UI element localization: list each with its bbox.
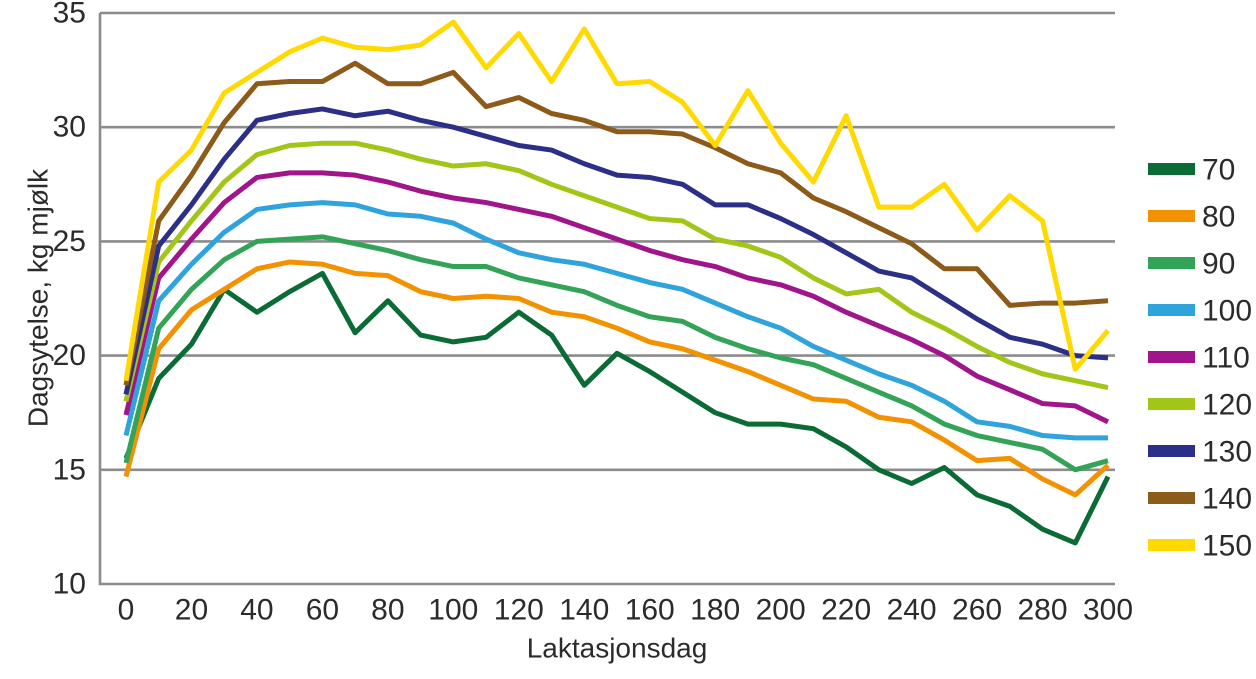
legend-swatch-140 xyxy=(1148,492,1195,504)
x-tick-0: 0 xyxy=(118,594,135,627)
legend-label-80: 80 xyxy=(1202,201,1235,234)
series-line-70 xyxy=(123,270,1111,546)
x-tick-80: 80 xyxy=(371,594,404,627)
x-tick-160: 160 xyxy=(625,594,675,627)
x-tick-120: 120 xyxy=(494,594,544,627)
legend-swatch-80 xyxy=(1148,210,1195,222)
series-line-80 xyxy=(123,259,1110,498)
y-tick-labels: 35 30 25 20 15 10 xyxy=(53,0,86,601)
legend-swatch-110 xyxy=(1148,351,1195,363)
y-tick-15: 15 xyxy=(53,453,86,486)
x-tick-100: 100 xyxy=(428,594,478,627)
x-tick-260: 260 xyxy=(952,594,1002,627)
series-lines xyxy=(123,19,1111,546)
legend-label-110: 110 xyxy=(1202,342,1250,375)
series-line-90 xyxy=(123,234,1109,473)
x-tick-300: 300 xyxy=(1083,594,1133,627)
y-tick-25: 25 xyxy=(53,225,86,258)
legend-swatch-120 xyxy=(1148,398,1195,410)
legend-item-70: 70 xyxy=(1148,154,1235,187)
series-line-150 xyxy=(123,19,1110,382)
y-axis-title: Dagsytelse, kg mjølk xyxy=(23,168,54,427)
legend-label-90: 90 xyxy=(1202,248,1235,281)
legend-label-130: 130 xyxy=(1202,436,1252,469)
x-tick-20: 20 xyxy=(175,594,208,627)
legend-item-120: 120 xyxy=(1148,389,1252,422)
x-tick-40: 40 xyxy=(240,594,273,627)
series-line-120 xyxy=(123,140,1109,402)
legend-label-140: 140 xyxy=(1202,483,1252,516)
legend-item-90: 90 xyxy=(1148,248,1235,281)
x-axis-title: Laktasjonsdag xyxy=(527,633,708,664)
gridlines xyxy=(100,11,1115,586)
x-tick-labels: 0 20 40 60 80 100 120 140 160 180 200 220 240 260 280 3… xyxy=(118,594,1133,627)
x-tick-140: 140 xyxy=(559,594,609,627)
x-tick-240: 240 xyxy=(887,594,937,627)
legend: 70 80 90 100 110 120 130 140 150 xyxy=(1148,154,1252,563)
legend-item-140: 140 xyxy=(1148,483,1252,516)
series-line-140 xyxy=(123,60,1109,386)
series-line-130 xyxy=(123,106,1109,395)
y-tick-20: 20 xyxy=(53,339,86,372)
y-tick-10: 10 xyxy=(53,568,86,601)
legend-swatch-100 xyxy=(1148,304,1195,316)
x-tick-180: 180 xyxy=(690,594,740,627)
legend-label-100: 100 xyxy=(1202,295,1252,328)
x-tick-200: 200 xyxy=(756,594,806,627)
x-tick-60: 60 xyxy=(306,594,339,627)
legend-label-70: 70 xyxy=(1202,154,1235,187)
legend-item-100: 100 xyxy=(1148,295,1252,328)
legend-label-120: 120 xyxy=(1202,389,1252,422)
legend-swatch-150 xyxy=(1148,539,1195,551)
legend-item-130: 130 xyxy=(1148,436,1252,469)
legend-swatch-70 xyxy=(1148,163,1195,175)
x-tick-220: 220 xyxy=(821,594,871,627)
y-tick-30: 30 xyxy=(53,111,86,144)
x-tick-280: 280 xyxy=(1018,594,1068,627)
series-line-100 xyxy=(123,200,1108,441)
legend-item-80: 80 xyxy=(1148,201,1235,234)
legend-item-150: 150 xyxy=(1148,530,1252,563)
y-tick-35: 35 xyxy=(53,0,86,30)
legend-label-150: 150 xyxy=(1202,530,1252,563)
series-line-110 xyxy=(123,170,1110,425)
legend-swatch-130 xyxy=(1148,445,1195,457)
legend-item-110: 110 xyxy=(1148,342,1250,375)
legend-swatch-90 xyxy=(1148,257,1195,269)
